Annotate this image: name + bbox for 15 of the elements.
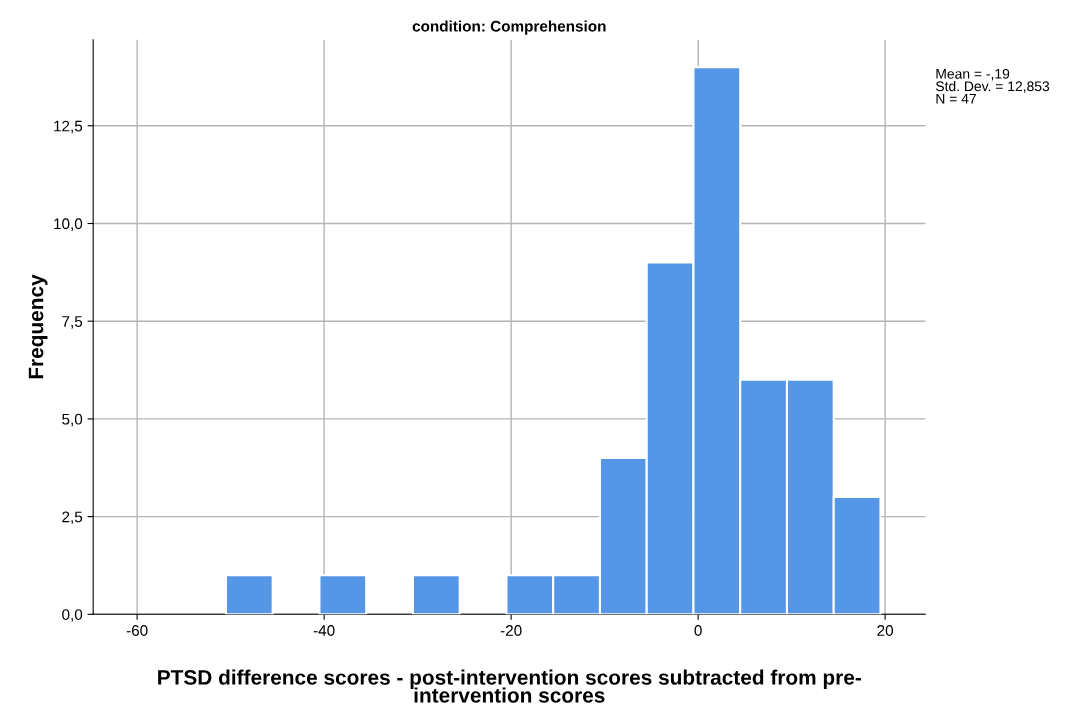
y-tick-label: 0,0 [62,609,83,622]
y-axis-title: Frequency [28,274,48,379]
y-tick-label: 5,0 [62,413,83,427]
chart-title: condition: Comprehension [412,20,606,35]
x-tick-label: -20 [500,625,522,636]
x-tick-label: -60 [126,625,148,636]
x-tick-label: 0 [694,625,702,636]
x-axis-title: PTSD difference scores - post-intervention scores subtracted from pre- intervention scores [158,669,861,703]
y-tick-label: 7,5 [62,316,83,329]
x-tick-label: 20 [877,625,894,636]
x-tick-label: -40 [313,625,335,636]
y-tick-label: 12,5 [54,120,83,134]
text: Mean = -,19 Std. Dev. = 12,853 N = 47 [935,68,1050,104]
y-tick-label: 2,5 [62,511,83,525]
y-tick-label: 10,0 [54,218,83,231]
